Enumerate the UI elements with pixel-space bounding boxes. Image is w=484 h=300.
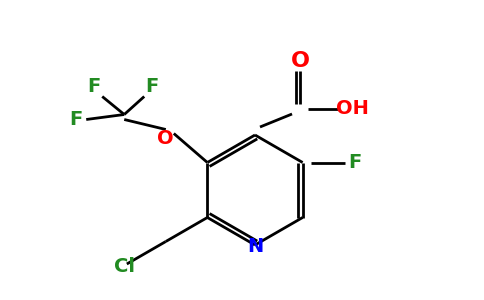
Text: F: F bbox=[70, 110, 83, 129]
Text: F: F bbox=[146, 77, 159, 96]
Text: O: O bbox=[290, 51, 310, 71]
Text: Cl: Cl bbox=[114, 256, 136, 275]
Text: F: F bbox=[88, 77, 101, 96]
Text: OH: OH bbox=[335, 100, 368, 118]
Text: O: O bbox=[157, 129, 174, 148]
Text: F: F bbox=[348, 153, 361, 172]
Text: N: N bbox=[247, 236, 263, 256]
